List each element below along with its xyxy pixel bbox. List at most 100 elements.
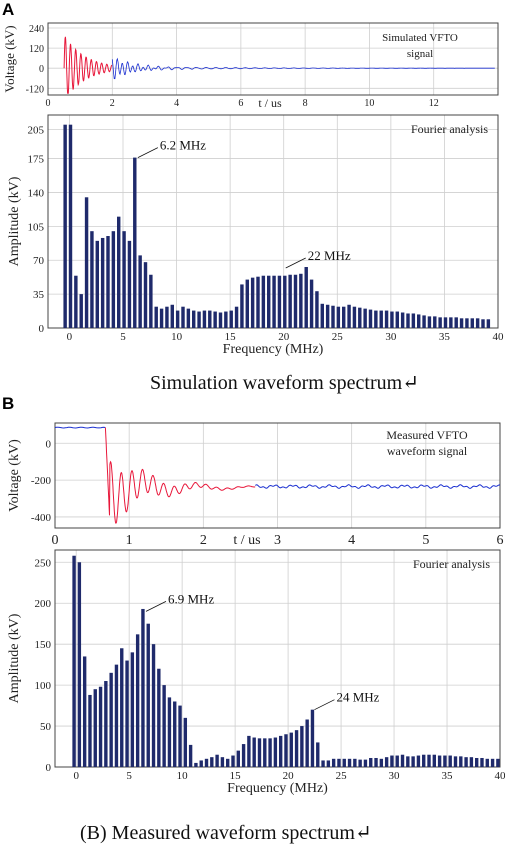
waveform-late <box>255 484 501 489</box>
bar <box>368 309 373 328</box>
bar <box>475 318 480 328</box>
bar <box>186 308 191 328</box>
bar <box>210 757 214 767</box>
bar <box>74 275 78 328</box>
bar <box>215 754 219 767</box>
bar <box>331 758 336 767</box>
bar <box>422 315 426 328</box>
bar <box>363 759 368 767</box>
y-tick-label: 120 <box>29 44 44 55</box>
bar <box>437 755 442 767</box>
bar <box>130 652 135 767</box>
y-tick-label: 70 <box>33 255 45 267</box>
bar <box>82 656 87 767</box>
bar <box>231 755 235 767</box>
bar <box>315 291 319 328</box>
label-leader <box>137 147 159 158</box>
x-tick-label: 15 <box>230 770 242 782</box>
bar <box>284 734 288 767</box>
bar <box>390 311 394 328</box>
x-tick-label: 0 <box>73 770 79 782</box>
bar <box>422 754 426 767</box>
x-tick-label: 6 <box>497 533 504 548</box>
waveform-early <box>63 36 113 94</box>
bar <box>104 681 108 767</box>
bar <box>347 758 352 767</box>
bar <box>342 758 346 767</box>
bar <box>443 317 448 328</box>
bar <box>310 709 315 767</box>
caption-a: Simulation waveform spectrum↵ <box>150 372 419 394</box>
bar <box>79 294 83 328</box>
bar <box>240 284 244 328</box>
bar <box>175 310 180 328</box>
bar <box>470 318 474 328</box>
x-tick-label: 20 <box>278 331 290 343</box>
bar <box>170 304 174 328</box>
bar <box>299 273 303 328</box>
waveform-drop <box>104 427 256 524</box>
bar <box>453 756 458 767</box>
bar <box>226 758 230 767</box>
plot-frame <box>54 422 501 529</box>
bar <box>326 760 331 767</box>
bar <box>288 274 292 328</box>
y-tick-label: 240 <box>29 24 44 35</box>
bar <box>411 756 415 767</box>
bar <box>247 735 251 767</box>
bar <box>178 705 182 767</box>
panel-a-letter: A <box>2 0 15 19</box>
bar <box>202 310 207 328</box>
bar <box>234 306 239 328</box>
bar <box>194 762 198 767</box>
chart-b-spectrum: 0 5 10 15 20 25 30 35 40 0 50 100 150 200 250 Amplitude… <box>7 549 505 796</box>
bar <box>395 755 399 767</box>
y-tick-label: 175 <box>28 154 45 166</box>
bar <box>63 124 67 328</box>
bar <box>263 738 267 767</box>
bar <box>268 738 272 767</box>
x-tick-label: 0 <box>67 331 73 343</box>
y-tick-label: 150 <box>35 639 52 651</box>
y-axis-label: Amplitude (kV) <box>7 613 22 703</box>
bar <box>122 231 126 328</box>
bar <box>337 758 341 767</box>
bar <box>273 737 278 767</box>
bar <box>316 742 320 767</box>
bar <box>143 262 148 328</box>
bar <box>465 318 469 328</box>
peak-label: 6.9 MHz <box>168 591 214 606</box>
bar <box>229 310 233 328</box>
bar <box>133 157 137 328</box>
bar <box>183 717 188 767</box>
panel-b-letter: B <box>2 394 15 413</box>
bar <box>406 756 410 767</box>
bar <box>127 240 132 328</box>
x-tick-label: 3 <box>274 533 281 548</box>
plot-frame <box>54 549 501 768</box>
peak-label: 22 MHz <box>308 248 351 263</box>
bar <box>93 689 97 767</box>
bar <box>146 623 150 767</box>
bar <box>432 754 437 767</box>
bar <box>481 319 485 328</box>
bar <box>114 664 119 767</box>
annotation-line: waveform signal <box>387 444 468 458</box>
y-tick-label: 35 <box>33 289 45 301</box>
y-tick-label: 200 <box>35 598 52 610</box>
bar <box>218 312 223 328</box>
bar <box>459 756 463 767</box>
waveform-pre <box>54 426 106 429</box>
bar <box>278 735 283 767</box>
bar <box>331 305 335 328</box>
bar <box>109 672 113 767</box>
bar <box>167 697 172 767</box>
bar <box>77 562 82 767</box>
peak-label: 6.2 MHz <box>160 138 206 153</box>
bar <box>257 738 262 767</box>
bar <box>250 277 255 328</box>
x-tick-label: 25 <box>336 770 348 782</box>
bar <box>181 306 185 328</box>
bar <box>100 237 105 328</box>
